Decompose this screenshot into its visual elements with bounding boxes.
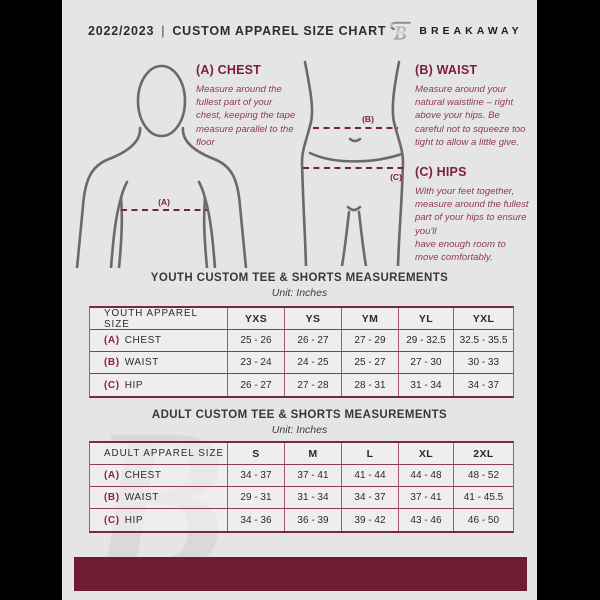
adult-hip-row-label: (C) HIP xyxy=(90,509,228,531)
youth-waist-ym: 25 - 27 xyxy=(342,352,399,374)
youth-chest-row-label: (A) CHEST xyxy=(90,330,228,352)
youth-hip-label: HIP xyxy=(124,379,144,391)
adult-hip-l: 39 - 42 xyxy=(342,509,399,531)
youth-waist-yxs: 23 - 24 xyxy=(228,352,285,374)
youth-chest-ym: 27 - 29 xyxy=(342,330,399,352)
adult-waist-xl: 37 - 41 xyxy=(399,487,454,509)
youth-chest-yl: 29 - 32.5 xyxy=(399,330,454,352)
adult-waist-l: 34 - 37 xyxy=(342,487,399,509)
youth-hip-yl: 31 - 34 xyxy=(399,374,454,396)
hips-description: With your feet together, measure around … xyxy=(415,186,529,264)
adult-chest-xl: 44 - 48 xyxy=(399,465,454,487)
youth-waist-ys: 24 - 25 xyxy=(285,352,342,374)
youth-size-table: YOUTH APPAREL SIZE YXS YS YM YL YXL (A) C… xyxy=(89,306,514,398)
waist-description: Measure around your natural waistline – … xyxy=(415,84,526,148)
youth-waist-prefix: (B) xyxy=(104,357,120,368)
footer-bar xyxy=(74,557,527,591)
adult-col-l: L xyxy=(342,443,399,465)
adult-hip-m: 36 - 39 xyxy=(285,509,342,531)
adult-waist-2xl: 41 - 45.5 xyxy=(454,487,513,509)
title-divider: | xyxy=(161,23,166,38)
youth-chest-label: CHEST xyxy=(124,335,162,346)
youth-col-yl: YL xyxy=(399,308,454,330)
adult-col-2xl: 2XL xyxy=(454,443,513,465)
adult-chest-s: 34 - 37 xyxy=(228,465,285,487)
adult-chest-prefix: (A) xyxy=(104,470,120,481)
youth-hip-ys: 27 - 28 xyxy=(285,374,342,396)
adult-col-s: S xyxy=(228,443,285,465)
waist-heading: (B) WAIST xyxy=(415,63,478,77)
marker-b-label: (B) xyxy=(362,114,374,124)
page-title: 2022/2023 | CUSTOM APPAREL SIZE CHART xyxy=(88,24,386,38)
adult-waist-m: 31 - 34 xyxy=(285,487,342,509)
adult-hip-s: 34 - 36 xyxy=(228,509,285,531)
waist-guide: (B) WAIST Measure around your natural wa… xyxy=(415,63,527,149)
hips-heading: (C) HIPS xyxy=(415,165,467,179)
marker-c-label: (C) xyxy=(390,172,402,182)
adult-col-m: M xyxy=(285,443,342,465)
adult-waist-label: WAIST xyxy=(124,492,159,503)
adult-chest-m: 37 - 41 xyxy=(285,465,342,487)
adult-waist-prefix: (B) xyxy=(104,492,120,503)
lower-body-diagram: (B) (C) xyxy=(300,60,405,266)
chart-title: CUSTOM APPAREL SIZE CHART xyxy=(172,23,387,38)
brand-block: B BREAKAWAY xyxy=(386,18,522,43)
adult-waist-row-label: (B) WAIST xyxy=(90,487,228,509)
year-label: 2022/2023 xyxy=(88,23,155,38)
adult-chest-l: 41 - 44 xyxy=(342,465,399,487)
adult-unit-label: Unit: Inches xyxy=(271,424,328,436)
hips-guide: (C) HIPS With your feet together, measur… xyxy=(415,165,531,264)
adult-chest-label: CHEST xyxy=(124,470,162,481)
youth-waist-label: WAIST xyxy=(124,357,159,368)
chest-description: Measure around the fullest part of your … xyxy=(196,84,296,148)
brand-name: BREAKAWAY xyxy=(419,24,523,37)
youth-chest-yxl: 32.5 - 35.5 xyxy=(454,330,513,352)
youth-hip-row-label: (C) HIP xyxy=(90,374,228,396)
adult-hip-prefix: (C) xyxy=(104,514,120,526)
youth-waist-yxl: 30 - 33 xyxy=(454,352,513,374)
youth-chest-prefix: (A) xyxy=(104,335,120,346)
youth-hip-yxl: 34 - 37 xyxy=(467,379,500,391)
size-chart-page: B 2022/2023 | CUSTOM APPAREL SIZE CHART B … xyxy=(62,0,537,600)
youth-hip-ym: 28 - 31 xyxy=(342,374,399,396)
adult-table-corner-header: ADULT APPAREL SIZE xyxy=(90,443,228,465)
adult-size-table: ADULT APPAREL SIZE S M L XL 2XL (A) CHEST… xyxy=(89,441,514,533)
youth-table-corner-header: YOUTH APPAREL SIZE xyxy=(90,308,228,330)
adult-chest-row-label: (A) CHEST xyxy=(90,465,228,487)
torso-diagram: (A) xyxy=(75,64,248,268)
youth-hip-yxs: 26 - 27 xyxy=(228,374,285,396)
adult-hip-label: HIP xyxy=(124,514,144,526)
logo-letter: B xyxy=(393,23,407,43)
adult-hip-2xl: 46 - 50 xyxy=(467,514,500,526)
youth-col-ys: YS xyxy=(285,308,342,330)
youth-col-ym: YM xyxy=(342,308,399,330)
breakaway-logo-icon: B xyxy=(390,21,412,43)
adult-col-xl: XL xyxy=(399,443,454,465)
adult-chest-2xl: 48 - 52 xyxy=(454,465,513,487)
adult-hip-xl: 43 - 46 xyxy=(399,509,454,531)
youth-col-yxl: YXL xyxy=(454,308,513,330)
adult-waist-s: 29 - 31 xyxy=(228,487,285,509)
youth-chest-yxs: 25 - 26 xyxy=(228,330,285,352)
youth-col-yxs: YXS xyxy=(228,308,285,330)
youth-waist-row-label: (B) WAIST xyxy=(90,352,228,374)
chest-guide: (A) CHEST Measure around the fullest par… xyxy=(196,63,300,149)
header-bar: 2022/2023 | CUSTOM APPAREL SIZE CHART B BR… xyxy=(88,18,521,43)
youth-section-title: YOUTH CUSTOM TEE & SHORTS MEASUREMENTS xyxy=(150,272,449,284)
youth-unit-label: Unit: Inches xyxy=(271,287,328,299)
youth-hip-prefix: (C) xyxy=(104,379,120,391)
marker-a-label: (A) xyxy=(158,197,170,207)
youth-chest-ys: 26 - 27 xyxy=(285,330,342,352)
youth-waist-yl: 27 - 30 xyxy=(399,352,454,374)
adult-section-title: ADULT CUSTOM TEE & SHORTS MEASUREMENTS xyxy=(151,409,448,421)
chest-heading: (A) CHEST xyxy=(196,63,261,77)
